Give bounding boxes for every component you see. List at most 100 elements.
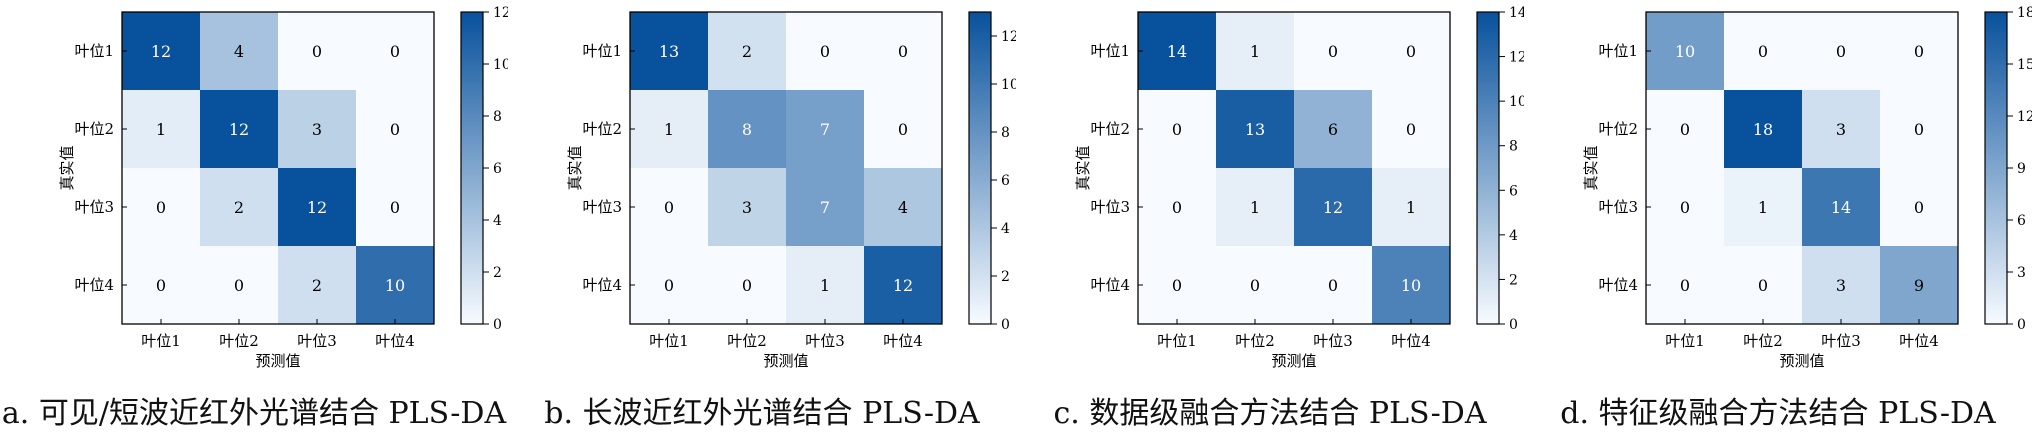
cell-a-r3-c1 xyxy=(200,246,278,324)
cell-label-d-r3-c3: 9 xyxy=(1914,276,1924,295)
cell-a-r3-c2 xyxy=(278,246,356,324)
cell-c-r1-c2 xyxy=(1294,90,1372,168)
colorbar-b xyxy=(968,11,992,325)
y-axis-label-d: 真实值 xyxy=(1582,145,1600,190)
cell-c-r3-c0 xyxy=(1138,246,1216,324)
cell-label-b-r2-c3: 4 xyxy=(898,198,908,217)
cell-label-c-r3-c0: 0 xyxy=(1172,276,1182,295)
cell-c-r2-c1 xyxy=(1216,168,1294,246)
cell-label-a-r1-c3: 0 xyxy=(390,120,400,139)
x-tick-label-c-2: 叶位3 xyxy=(1313,332,1353,350)
x-tick-label-d-1: 叶位2 xyxy=(1743,332,1783,350)
cell-b-r2-c2 xyxy=(786,168,864,246)
colorbar-tick-label-d-6: 18 xyxy=(2017,5,2032,21)
y-tick-label-a-3: 叶位4 xyxy=(74,276,114,294)
colorbar-tick-label-d-0: 0 xyxy=(2017,317,2026,333)
cell-label-c-r3-c3: 10 xyxy=(1401,276,1421,295)
cell-c-r0-c2 xyxy=(1294,12,1372,90)
cell-a-r1-c3 xyxy=(356,90,434,168)
cell-a-r3-c0 xyxy=(122,246,200,324)
cell-label-d-r0-c2: 0 xyxy=(1836,42,1846,61)
cell-a-r1-c1 xyxy=(200,90,278,168)
colorbar-tick-label-a-4: 8 xyxy=(493,109,502,125)
y-tick-label-c-2: 叶位3 xyxy=(1090,198,1130,216)
cell-d-r3-c3 xyxy=(1880,246,1958,324)
x-axis-label-c: 预测值 xyxy=(1271,352,1316,370)
cell-b-r3-c2 xyxy=(786,246,864,324)
x-axis-label-b: 预测值 xyxy=(763,352,808,370)
colorbar-tick-label-b-1: 2 xyxy=(1001,269,1010,285)
cell-label-d-r2-c1: 1 xyxy=(1758,198,1768,217)
colorbar-tick-label-b-6: 12 xyxy=(1001,29,1016,45)
y-tick-label-d-3: 叶位4 xyxy=(1598,276,1638,294)
x-tick-label-a-1: 叶位2 xyxy=(219,332,259,350)
colorbar-tick-label-d-2: 6 xyxy=(2017,213,2026,229)
cell-label-c-r0-c1: 1 xyxy=(1250,42,1260,61)
cell-c-r0-c3 xyxy=(1372,12,1450,90)
cell-label-a-r3-c1: 0 xyxy=(234,276,244,295)
y-tick-label-a-2: 叶位3 xyxy=(74,198,114,216)
matrix-frame-d xyxy=(1645,11,1959,325)
colorbar-tick-label-c-5: 10 xyxy=(1509,94,1524,110)
x-tick-label-a-0: 叶位1 xyxy=(141,332,181,350)
cell-d-r1-c2 xyxy=(1802,90,1880,168)
cell-a-r2-c1 xyxy=(200,168,278,246)
cell-label-b-r2-c1: 3 xyxy=(742,198,752,217)
cell-b-r1-c1 xyxy=(708,90,786,168)
cell-label-b-r2-c0: 0 xyxy=(664,198,674,217)
cell-b-r0-c0 xyxy=(630,12,708,90)
cell-label-b-r3-c0: 0 xyxy=(664,276,674,295)
y-tick-label-b-2: 叶位3 xyxy=(582,198,622,216)
cell-a-r0-c2 xyxy=(278,12,356,90)
cell-label-d-r1-c2: 3 xyxy=(1836,120,1846,139)
cell-label-a-r0-c2: 0 xyxy=(312,42,322,61)
colorbar-tick-label-c-4: 8 xyxy=(1509,139,1518,155)
colorbar-tick-label-c-3: 6 xyxy=(1509,183,1518,199)
x-tick-label-d-3: 叶位4 xyxy=(1899,332,1939,350)
cell-a-r0-c1 xyxy=(200,12,278,90)
cell-a-r0-c3 xyxy=(356,12,434,90)
colorbar-tick-label-b-0: 0 xyxy=(1001,317,1010,333)
cell-label-b-r0-c0: 13 xyxy=(659,42,679,61)
y-tick-label-d-0: 叶位1 xyxy=(1598,42,1638,60)
cell-c-r2-c2 xyxy=(1294,168,1372,246)
cell-label-d-r1-c1: 18 xyxy=(1753,120,1773,139)
cell-b-r1-c2 xyxy=(786,90,864,168)
cell-d-r1-c1 xyxy=(1724,90,1802,168)
cell-label-a-r2-c3: 0 xyxy=(390,198,400,217)
cell-d-r0-c0 xyxy=(1646,12,1724,90)
cell-label-a-r0-c3: 0 xyxy=(390,42,400,61)
matrix-frame-c xyxy=(1137,11,1451,325)
cell-c-r2-c0 xyxy=(1138,168,1216,246)
cell-c-r1-c1 xyxy=(1216,90,1294,168)
y-tick-label-c-3: 叶位4 xyxy=(1090,276,1130,294)
caption-c: c. 数据级融合方法结合 PLS-DA xyxy=(1053,396,1487,431)
cell-label-a-r0-c0: 12 xyxy=(151,42,171,61)
cell-d-r0-c1 xyxy=(1724,12,1802,90)
cell-label-a-r2-c2: 12 xyxy=(307,198,327,217)
cell-label-b-r3-c2: 1 xyxy=(820,276,830,295)
cell-label-d-r0-c3: 0 xyxy=(1914,42,1924,61)
cell-b-r1-c0 xyxy=(630,90,708,168)
y-tick-label-d-1: 叶位2 xyxy=(1598,120,1638,138)
y-tick-label-c-1: 叶位2 xyxy=(1090,120,1130,138)
confusion-matrix-a: 12 4 0 0 1 12 3 0 0 2 12 0 0 0 2 10 叶位1 叶位2 叶位3 叶位4 叶位1 叶位2 叶位… xyxy=(58,5,508,370)
caption-a: a. 可见/短波近红外光谱结合 PLS-DA xyxy=(1,396,507,431)
cell-label-b-r1-c0: 1 xyxy=(664,120,674,139)
cell-label-b-r3-c3: 12 xyxy=(893,276,913,295)
cell-a-r1-c0 xyxy=(122,90,200,168)
cell-label-b-r2-c2: 7 xyxy=(820,198,830,217)
cell-label-a-r1-c1: 12 xyxy=(229,120,249,139)
colorbar-tick-label-a-3: 6 xyxy=(493,161,502,177)
cell-label-b-r1-c1: 8 xyxy=(742,120,752,139)
cell-b-r0-c3 xyxy=(864,12,942,90)
cell-label-d-r2-c2: 14 xyxy=(1831,198,1851,217)
colorbar-a xyxy=(460,11,484,325)
cell-label-c-r2-c3: 1 xyxy=(1406,198,1416,217)
cell-label-c-r0-c2: 0 xyxy=(1328,42,1338,61)
cell-label-b-r0-c2: 0 xyxy=(820,42,830,61)
colorbar-tick-label-b-3: 6 xyxy=(1001,173,1010,189)
cell-label-b-r0-c1: 2 xyxy=(742,42,752,61)
